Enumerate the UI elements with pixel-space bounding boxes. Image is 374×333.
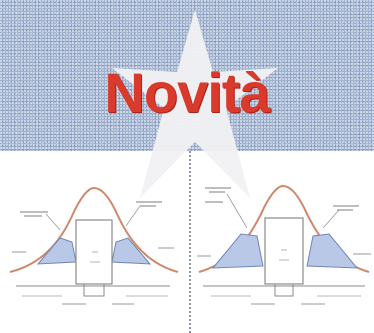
cross-section-sketch-icon <box>9 186 179 305</box>
headline-novita: Novità <box>104 61 270 124</box>
star-burst-icon <box>112 10 278 198</box>
cross-section-sketch-icon <box>197 184 371 305</box>
dotted-divider <box>189 151 191 333</box>
